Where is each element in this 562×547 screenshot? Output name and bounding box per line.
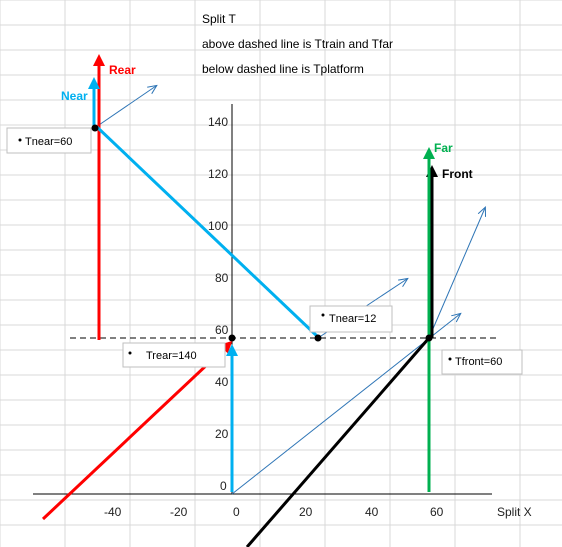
- svg-text:Tnear=12: Tnear=12: [329, 313, 376, 325]
- x-tick-40: 40: [365, 505, 379, 519]
- header-line-1: Split T: [202, 12, 236, 26]
- rear-label: Rear: [109, 63, 136, 77]
- light-ray-front: [428, 208, 485, 339]
- y-tick-0: 0: [220, 479, 227, 493]
- x-tick-0: 0: [233, 505, 240, 519]
- event-point-tnear-12: [314, 334, 322, 342]
- event-point-front: [425, 334, 433, 342]
- callout-trear-140: Trear=140: [122, 342, 226, 368]
- y-tick-140: 140: [208, 115, 228, 129]
- x-tick-20: 20: [299, 505, 313, 519]
- near-label: Near: [61, 89, 88, 103]
- x-axis-label: Split X: [497, 505, 532, 519]
- callout-tfront-60: Tfront=60: [441, 349, 523, 375]
- front-diagonal-line: [245, 337, 431, 547]
- y-tick-80: 80: [215, 271, 229, 285]
- y-tick-100: 100: [208, 219, 228, 233]
- x-tick-60: 60: [430, 505, 444, 519]
- light-ray-near-top: [95, 86, 156, 128]
- y-tick-60: 60: [215, 323, 229, 337]
- y-tick-40: 40: [215, 375, 229, 389]
- svg-text:Trear=140: Trear=140: [146, 350, 197, 362]
- y-tick-120: 120: [208, 167, 228, 181]
- front-label: Front: [442, 167, 473, 181]
- y-tick-20: 20: [215, 427, 229, 441]
- svg-text:Tfront=60: Tfront=60: [455, 356, 502, 368]
- rear-diagonal-line: [41, 340, 233, 521]
- x-tick-neg40: -40: [104, 505, 122, 519]
- x-tick-neg20: -20: [170, 505, 188, 519]
- far-label: Far: [434, 141, 453, 155]
- callout-tnear-60: Tnear=60: [6, 127, 92, 154]
- near-diagonal-line: [95, 125, 320, 339]
- svg-text:Tnear=60: Tnear=60: [25, 136, 72, 148]
- header-line-3: below dashed line is Tplatform: [202, 62, 364, 76]
- event-point-near-origin: [228, 334, 236, 342]
- callout-tnear-12: Tnear=12: [309, 305, 393, 333]
- event-point-near-top: [91, 124, 99, 132]
- header-line-2: above dashed line is Ttrain and Tfar: [202, 37, 393, 51]
